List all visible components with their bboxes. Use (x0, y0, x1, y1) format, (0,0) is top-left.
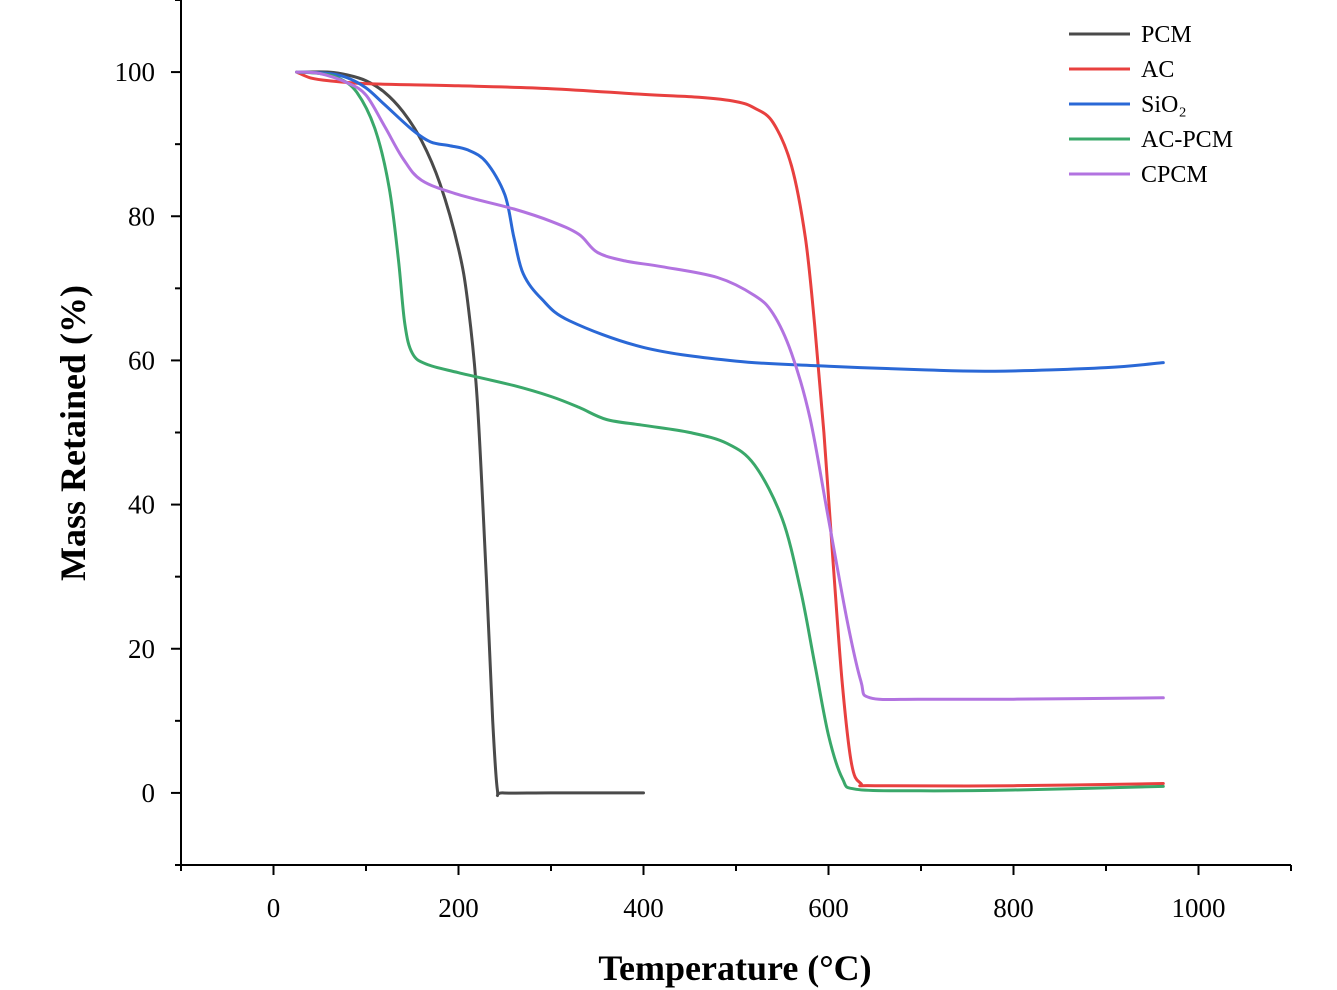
y-tick-label-40: 40 (128, 490, 155, 520)
y-tick-label-100: 100 (115, 57, 156, 87)
series-line-2 (297, 70, 1165, 373)
x-tick-label-1000: 1000 (1172, 893, 1226, 923)
x-tick-label-200: 200 (438, 893, 479, 923)
legend: PCM AC SiO₂ AC-PCM CPCM (1069, 22, 1233, 188)
legend-label-4: CPCM (1141, 162, 1208, 188)
x-tick-label-400: 400 (623, 893, 664, 923)
y-axis-title: Mass Retained (%) (53, 285, 93, 581)
y-tick-label-20: 20 (128, 634, 155, 664)
series-line-4 (295, 70, 1165, 702)
series-line-0 (299, 70, 645, 798)
legend-label-3: AC-PCM (1141, 127, 1233, 153)
axes: 0 200 400 600 800 1000 0 20 40 60 80 100 (115, 0, 1292, 923)
x-tick-label-0: 0 (267, 893, 281, 923)
legend-label-1: AC (1141, 57, 1174, 83)
series-line-3 (295, 70, 1165, 793)
series-line-1 (295, 70, 1165, 788)
y-tick-label-60: 60 (128, 345, 155, 375)
x-tick-label-600: 600 (808, 893, 849, 923)
legend-label-0: PCM (1141, 22, 1192, 48)
y-tick-label-80: 80 (128, 201, 155, 231)
legend-label-2: SiO₂ (1141, 92, 1187, 118)
plot-curves (295, 70, 1165, 798)
y-tick-label-0: 0 (142, 778, 156, 808)
x-axis-title: Temperature (°C) (598, 948, 871, 988)
x-tick-label-800: 800 (993, 893, 1034, 923)
